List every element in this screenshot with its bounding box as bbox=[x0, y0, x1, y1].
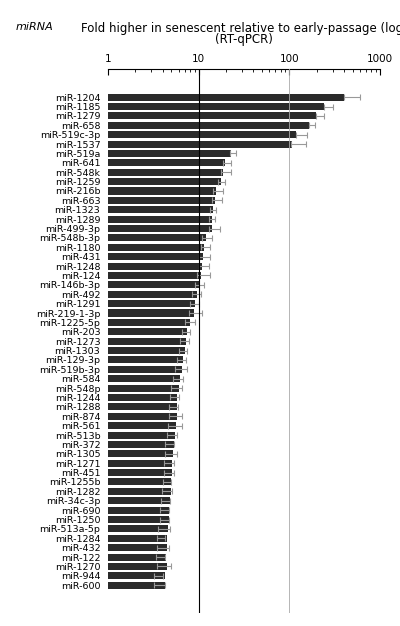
Bar bbox=[108, 141, 292, 148]
Bar bbox=[108, 375, 180, 382]
Bar bbox=[108, 384, 178, 392]
Bar bbox=[108, 525, 168, 532]
Text: Fold higher in senescent relative to early-passage (log): Fold higher in senescent relative to ear… bbox=[81, 22, 400, 35]
Bar bbox=[108, 150, 232, 157]
Bar bbox=[108, 215, 212, 223]
Bar bbox=[108, 441, 174, 448]
Text: (RT-qPCR): (RT-qPCR) bbox=[215, 33, 273, 46]
Bar bbox=[108, 290, 197, 298]
Bar bbox=[108, 459, 172, 467]
Bar bbox=[108, 366, 182, 373]
Bar bbox=[108, 553, 166, 560]
Bar bbox=[108, 497, 170, 505]
Bar bbox=[108, 356, 184, 364]
Bar bbox=[108, 394, 177, 401]
Bar bbox=[108, 535, 167, 541]
Bar bbox=[108, 328, 187, 336]
Text: miRNA: miRNA bbox=[16, 22, 54, 32]
Bar bbox=[108, 488, 170, 495]
Bar bbox=[108, 168, 223, 176]
Bar bbox=[108, 113, 316, 120]
Bar bbox=[108, 253, 203, 260]
Bar bbox=[108, 403, 176, 411]
Bar bbox=[108, 178, 221, 185]
Bar bbox=[108, 309, 194, 317]
Bar bbox=[108, 544, 167, 551]
Bar bbox=[108, 262, 202, 270]
Bar bbox=[108, 563, 167, 570]
Bar bbox=[108, 300, 194, 307]
Bar bbox=[108, 122, 309, 129]
Bar bbox=[108, 319, 190, 326]
Bar bbox=[108, 160, 225, 167]
Bar bbox=[108, 131, 296, 138]
Bar bbox=[108, 506, 169, 514]
Bar bbox=[108, 469, 172, 476]
Bar bbox=[108, 94, 344, 101]
Bar bbox=[108, 103, 324, 110]
Bar bbox=[108, 347, 185, 354]
Bar bbox=[108, 450, 173, 458]
Bar bbox=[108, 337, 186, 345]
Bar bbox=[108, 422, 176, 429]
Bar bbox=[108, 582, 164, 588]
Bar bbox=[108, 478, 171, 486]
Bar bbox=[108, 572, 164, 579]
Bar bbox=[108, 187, 216, 195]
Bar bbox=[108, 413, 176, 420]
Bar bbox=[108, 197, 215, 204]
Bar bbox=[108, 225, 212, 232]
Bar bbox=[108, 272, 200, 279]
Bar bbox=[108, 244, 204, 251]
Bar bbox=[108, 281, 199, 289]
Bar bbox=[108, 431, 175, 439]
Bar bbox=[108, 516, 169, 523]
Bar bbox=[108, 206, 213, 213]
Bar bbox=[108, 234, 206, 242]
